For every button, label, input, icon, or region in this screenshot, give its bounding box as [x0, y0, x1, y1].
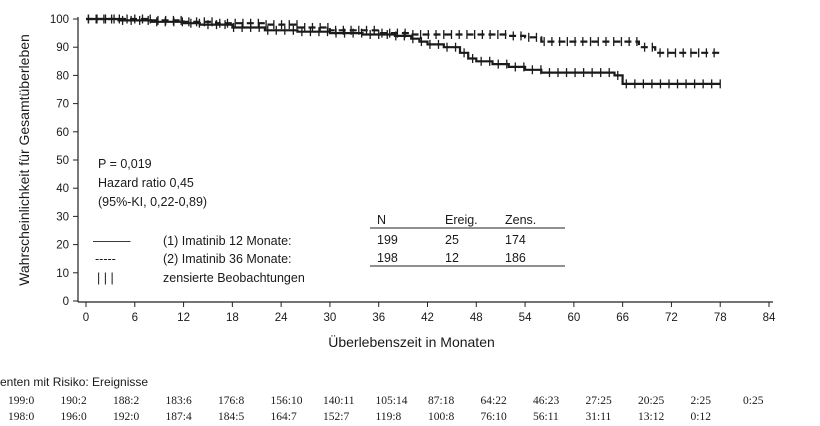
risk-table-cell: 199:0 — [8, 395, 34, 407]
x-tick-label: 18 — [226, 312, 239, 324]
y-tick-label: 80 — [56, 70, 69, 82]
legend-line-sample-dashed: ----- — [95, 252, 116, 266]
risk-table-cell: 2:25 — [691, 395, 712, 407]
legend-label-series-1: (1) Imatinib 12 Monate: — [163, 234, 292, 248]
risk-table-cell: 198:0 — [8, 411, 34, 423]
summary-header-censored: Zens. — [505, 213, 536, 227]
x-tick-label: 36 — [372, 312, 385, 324]
risk-table-cell: 187:4 — [166, 411, 192, 423]
risk-table-cell: 20:25 — [638, 395, 664, 407]
y-tick-label: 0 — [63, 296, 69, 308]
summary-n-series-2: 198 — [377, 251, 398, 265]
risk-table-cell: 152:7 — [323, 411, 349, 423]
risk-table-cell: 190:2 — [61, 395, 87, 407]
x-tick-label: 78 — [714, 312, 727, 324]
legend-censor-label: zensierte Beobachtungen — [163, 271, 305, 285]
y-tick-label: 40 — [56, 183, 69, 195]
y-tick-label: 30 — [56, 211, 69, 223]
summary-n-series-1: 199 — [377, 233, 398, 247]
stat-annotations: P = 0,019 Hazard ratio 0,45 (95%-KI, 0,2… — [98, 157, 207, 209]
risk-table-cell: 13:12 — [638, 411, 664, 423]
summary-table: N Ereig. Zens. 199 25 174 198 12 186 — [370, 213, 565, 267]
risk-table-cell: 56:11 — [533, 411, 559, 423]
risk-table-title: enten mit Risiko: Ereignisse — [0, 375, 148, 389]
x-tick-label: 84 — [763, 312, 776, 324]
y-axis-title: Wahrscheinlichkeit für Gesamtüberleben — [16, 34, 32, 286]
risk-table-cell: 192:0 — [113, 411, 139, 423]
risk-table-cell: 140:11 — [323, 395, 355, 407]
summary-censored-series-2: 186 — [505, 251, 526, 265]
x-tick-label: 30 — [324, 312, 337, 324]
x-tick-label: 66 — [616, 312, 629, 324]
summary-events-series-1: 25 — [445, 233, 459, 247]
risk-table-cell: 46:23 — [533, 395, 559, 407]
risk-table-cell: 183:6 — [166, 395, 192, 407]
x-tick-label: 0 — [83, 312, 89, 324]
survival-curve-series-2 — [86, 17, 721, 54]
y-tick-label: 50 — [56, 155, 69, 167]
x-tick-label: 60 — [567, 312, 580, 324]
risk-table-cell: 100:8 — [428, 411, 454, 423]
risk-table-cell: 176:8 — [218, 395, 244, 407]
x-tick-label: 48 — [470, 312, 483, 324]
y-tick-label: 100 — [50, 14, 69, 26]
risk-table-cell: 27:25 — [586, 395, 612, 407]
survival-curve-series-1 — [86, 17, 721, 85]
summary-events-series-2: 12 — [445, 251, 459, 265]
survival-curves — [86, 14, 721, 89]
x-tick-label: 54 — [519, 312, 532, 324]
risk-table-cell: 188:2 — [113, 395, 139, 407]
summary-header-n: N — [377, 213, 386, 227]
summary-censored-series-1: 174 — [505, 233, 526, 247]
censor-marks-series-2 — [87, 14, 715, 58]
legend-censor-symbol: | | | — [97, 271, 114, 285]
risk-table: enten mit Risiko: Ereignisse 199:0 190:2 1… — [0, 375, 764, 423]
x-tick-label: 24 — [275, 312, 288, 324]
p-value-text: P = 0,019 — [98, 157, 152, 171]
x-tick-label: 12 — [177, 312, 190, 324]
risk-table-cell: 164:7 — [271, 411, 297, 423]
risk-table-cell: 0:25 — [743, 395, 764, 407]
risk-table-cell: 87:18 — [428, 395, 454, 407]
risk-table-cell: 119:8 — [376, 411, 402, 423]
x-tick-label: 6 — [132, 312, 138, 324]
plot-axes: 0 10 20 30 40 50 60 70 80 90 100 0 6 12 18 24 30 36 42 48 54… — [16, 14, 776, 350]
x-axis-title: Überlebenszeit in Monaten — [328, 333, 495, 350]
legend: ——— (1) Imatinib 12 Monate: ----- (2) Im… — [93, 234, 305, 285]
x-tick-label: 72 — [665, 312, 678, 324]
y-tick-label: 60 — [56, 127, 69, 139]
confidence-interval-text: (95%-KI, 0,22-0,89) — [98, 195, 207, 209]
hazard-ratio-text: Hazard ratio 0,45 — [98, 176, 194, 190]
censor-marks-series-1 — [87, 14, 721, 89]
risk-table-cell: 64:22 — [481, 395, 507, 407]
risk-table-cell: 76:10 — [481, 411, 507, 423]
risk-table-cell: 105:14 — [376, 395, 408, 407]
legend-line-sample-solid: ——— — [93, 234, 131, 248]
risk-table-cell: 156:10 — [271, 395, 303, 407]
risk-table-cell: 31:11 — [586, 411, 612, 423]
risk-table-cell: 0:12 — [691, 411, 712, 423]
x-tick-label: 42 — [421, 312, 434, 324]
summary-header-events: Ereig. — [445, 213, 478, 227]
y-tick-label: 70 — [56, 99, 69, 111]
risk-table-cell: 184:5 — [218, 411, 244, 423]
y-tick-label: 10 — [56, 268, 69, 280]
risk-table-cell: 196:0 — [61, 411, 87, 423]
y-tick-label: 90 — [56, 42, 69, 54]
y-tick-label: 20 — [56, 240, 69, 252]
legend-label-series-2: (2) Imatinib 36 Monate: — [163, 252, 292, 266]
